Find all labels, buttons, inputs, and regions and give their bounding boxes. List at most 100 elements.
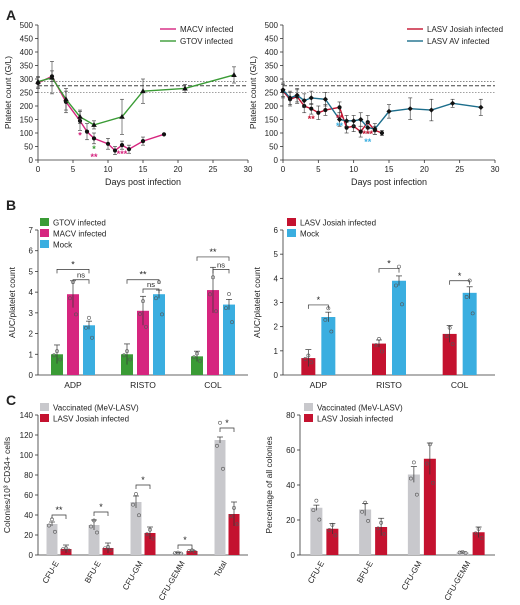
data-point xyxy=(309,106,314,111)
significance-label: ** xyxy=(139,270,147,280)
replicate-point xyxy=(327,528,332,532)
legend-label: LASV Josiah infected xyxy=(53,415,129,424)
x-tick-label: 5 xyxy=(71,165,76,174)
replicate-point xyxy=(311,508,316,513)
replicate-point xyxy=(447,325,452,330)
legend-swatch xyxy=(40,414,49,422)
data-point xyxy=(105,141,111,146)
y-tick-label: 2 xyxy=(274,323,279,332)
replicate-point xyxy=(218,420,222,425)
y-tick-label: 100 xyxy=(20,129,34,138)
bar xyxy=(46,524,58,555)
y-axis-title: AUC/platelet count xyxy=(252,266,262,338)
bar xyxy=(301,358,316,375)
replicate-point xyxy=(137,513,141,518)
bar xyxy=(462,292,477,375)
category-label: BFU-E xyxy=(83,560,103,585)
significance-bracket xyxy=(51,514,67,519)
significance-bracket xyxy=(212,269,230,274)
data-point xyxy=(407,106,413,112)
replicate-point xyxy=(333,533,338,538)
data-point xyxy=(372,126,378,132)
replicate-point xyxy=(382,532,387,536)
y-tick-label: 400 xyxy=(20,48,34,57)
data-point xyxy=(91,121,97,127)
significance-bracket xyxy=(93,511,109,516)
y-tick-label: 500 xyxy=(265,21,279,30)
y-tick-label: 40 xyxy=(286,481,295,490)
data-point xyxy=(182,85,188,91)
y-tick-label: 20 xyxy=(24,531,33,540)
data-point xyxy=(140,88,146,94)
y-tick-label: 80 xyxy=(286,411,295,420)
data-point xyxy=(450,100,456,106)
legend-label: GTOV infected xyxy=(180,37,233,46)
legend-label: Mock xyxy=(53,241,73,250)
significance-label: * xyxy=(458,271,462,281)
y-tick-label: 0 xyxy=(29,156,34,165)
y-tick-label: 0 xyxy=(29,551,34,560)
significance-mark: ** xyxy=(308,114,316,124)
replicate-point xyxy=(317,517,322,522)
y-tick-label: 150 xyxy=(20,116,34,125)
replicate-point xyxy=(444,334,449,338)
replicate-point xyxy=(224,306,228,310)
replicate-point xyxy=(309,360,314,365)
x-tick-label: 15 xyxy=(385,165,394,174)
replicate-point xyxy=(52,353,56,358)
y-axis-title: Percentage of all colonies xyxy=(264,436,274,533)
replicate-point xyxy=(53,529,57,534)
replicate-point xyxy=(376,526,381,531)
significance-label: * xyxy=(225,418,229,428)
x-tick-label: 5 xyxy=(316,165,321,174)
data-point xyxy=(294,92,300,98)
replicate-point xyxy=(144,324,148,329)
significance-bracket xyxy=(142,288,160,294)
x-tick-label: 30 xyxy=(244,165,253,174)
data-point xyxy=(428,107,434,113)
replicate-point xyxy=(366,518,371,523)
category-label: ADP xyxy=(64,380,82,390)
significance-mark: ** xyxy=(336,121,344,131)
legend-label: LASV Josiah infected xyxy=(317,415,393,424)
category-label: CFU-GM xyxy=(121,559,145,591)
replicate-point xyxy=(64,546,68,551)
y-tick-label: 0 xyxy=(29,371,34,380)
significance-mark: ** xyxy=(336,113,344,123)
bar xyxy=(228,514,240,555)
replicate-point xyxy=(221,466,225,471)
y-tick-label: 60 xyxy=(24,491,33,500)
replicate-point xyxy=(55,349,59,354)
y-tick-label: 5 xyxy=(274,250,279,259)
x-tick-label: 0 xyxy=(36,165,41,174)
y-tick-label: 40 xyxy=(24,511,33,520)
replicate-point xyxy=(215,443,219,448)
data-point xyxy=(84,129,90,134)
data-point xyxy=(316,110,321,115)
y-tick-label: 50 xyxy=(269,143,278,152)
bar xyxy=(442,333,457,375)
bar xyxy=(153,294,165,375)
y-axis-title: Platelet count (G/L) xyxy=(248,56,258,129)
category-label: RISTO xyxy=(130,380,156,390)
replicate-point xyxy=(179,551,183,556)
category-label: Total xyxy=(212,559,228,578)
replicate-point xyxy=(87,315,91,320)
replicate-point xyxy=(138,312,142,316)
data-point xyxy=(231,71,237,77)
data-point xyxy=(336,116,343,123)
replicate-point xyxy=(306,353,311,358)
legend-label: Vaccinated (MeV-LASV) xyxy=(53,404,139,413)
plot-C2: CFU-E BFU-E CFU-GM CFU-GEMM Vaccinated (MeV-… xyxy=(304,403,485,602)
legend-swatch xyxy=(287,229,296,237)
bar xyxy=(144,533,156,555)
replicate-point xyxy=(211,275,215,280)
replicate-point xyxy=(424,461,429,466)
replicate-point xyxy=(193,550,197,554)
legend-label: MACV infected xyxy=(53,230,106,239)
legend-swatch xyxy=(304,403,313,411)
category-label: RISTO xyxy=(376,380,402,390)
